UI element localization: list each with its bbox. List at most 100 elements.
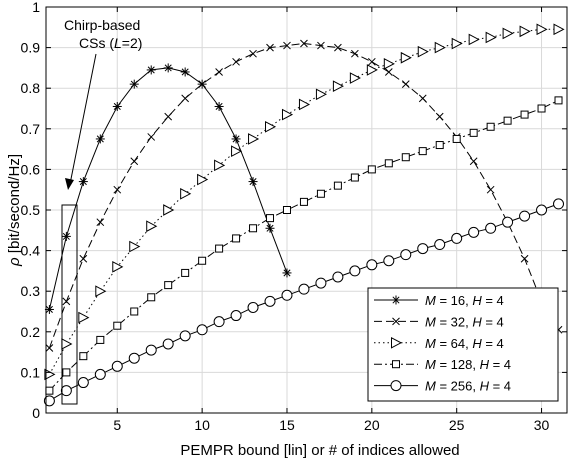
data-point xyxy=(333,181,342,190)
data-point xyxy=(554,96,563,105)
data-point xyxy=(366,64,378,76)
annotation: Chirp-based CSs (L=2) xyxy=(61,17,142,405)
data-point xyxy=(198,80,206,88)
x-tick-label: 10 xyxy=(194,417,210,433)
data-point xyxy=(400,51,412,64)
data-point xyxy=(519,210,531,222)
data-point xyxy=(95,134,105,144)
y-tick-label: 0.4 xyxy=(21,243,41,259)
data-point xyxy=(128,352,140,364)
series-line xyxy=(48,67,288,310)
data-point xyxy=(485,31,497,44)
data-point xyxy=(180,67,190,77)
data-point xyxy=(113,321,122,330)
data-point xyxy=(197,173,209,186)
data-point xyxy=(537,104,546,113)
data-point xyxy=(468,226,480,238)
data-point xyxy=(113,185,122,194)
y-tick-label: 0.2 xyxy=(21,324,41,340)
data-point xyxy=(96,218,105,227)
data-point xyxy=(266,43,274,52)
data-point xyxy=(332,271,344,283)
data-point xyxy=(266,214,275,223)
data-point xyxy=(367,57,376,66)
legend-marker xyxy=(391,295,401,305)
y-tick-label: 0.9 xyxy=(21,40,41,56)
data-point xyxy=(164,112,173,121)
data-point xyxy=(62,368,71,377)
data-point xyxy=(181,94,190,103)
data-point xyxy=(553,23,565,36)
data-point xyxy=(179,330,191,342)
legend-marker xyxy=(391,336,403,349)
annotation-box xyxy=(61,204,78,405)
data-point xyxy=(502,216,514,228)
legend-entry: M = 128, H = 4 xyxy=(374,357,511,372)
axis-ticks: 5 10 15 20 25 30 0 0.1 0.2 0.3 0.4 0.5 0.6 0.7 0.8 0.9 1 xyxy=(21,0,567,433)
data-point xyxy=(485,222,497,234)
y-tick-label: 0.1 xyxy=(21,364,41,380)
data-point xyxy=(94,368,106,380)
data-point xyxy=(111,360,123,372)
y-tick-label: 0.3 xyxy=(21,283,41,299)
data-point xyxy=(230,310,242,322)
data-point xyxy=(349,72,361,84)
data-point xyxy=(215,244,224,253)
data-point xyxy=(61,338,73,350)
legend-entry: M = 256, H = 4 xyxy=(374,379,511,394)
x-axis-label: PEMPR bound [lin] or # of indices allowe… xyxy=(180,442,459,459)
data-point xyxy=(418,94,427,103)
data-point xyxy=(281,289,293,301)
data-point xyxy=(196,324,208,336)
data-point xyxy=(231,145,243,157)
data-point xyxy=(384,159,393,168)
data-point xyxy=(503,116,512,125)
data-point xyxy=(536,23,548,36)
data-point xyxy=(520,110,529,119)
data-point xyxy=(43,395,55,407)
data-point xyxy=(299,197,308,206)
data-point xyxy=(77,377,89,389)
data-point xyxy=(146,220,158,233)
data-point xyxy=(248,177,258,187)
data-point xyxy=(96,335,105,344)
data-point xyxy=(215,68,223,76)
data-point xyxy=(265,120,277,133)
annotation-line2: CSs (L=2) xyxy=(79,35,142,51)
data-point xyxy=(78,311,90,324)
data-point xyxy=(163,204,175,216)
legend-entry: M = 16, H = 4 xyxy=(374,293,504,308)
data-point xyxy=(145,344,157,356)
data-point xyxy=(553,198,565,210)
data-point xyxy=(383,58,395,70)
data-point xyxy=(62,297,71,306)
data-point xyxy=(180,187,192,200)
legend: M = 16, H = 4 M = 32, H = 4 M = 64, H = 4 M… xyxy=(367,287,559,402)
data-point xyxy=(300,39,308,48)
data-point xyxy=(164,281,173,290)
y-axis-label: ρ [bit/second/Hz] xyxy=(6,154,23,267)
data-point xyxy=(315,277,327,289)
data-point xyxy=(401,80,410,88)
data-point xyxy=(383,255,395,267)
data-point xyxy=(282,268,292,278)
y-tick-label: 0 xyxy=(32,405,40,421)
annotation-arrow xyxy=(69,53,97,185)
data-point xyxy=(232,57,240,66)
x-tick-label: 20 xyxy=(364,417,380,433)
data-point xyxy=(281,108,294,121)
data-point xyxy=(417,45,429,58)
data-point xyxy=(434,41,446,54)
data-point xyxy=(249,49,257,58)
y-tick-label: 0.7 xyxy=(21,121,41,137)
legend-label: M = 64, H = 4 xyxy=(425,336,504,351)
data-point xyxy=(366,259,378,271)
data-point xyxy=(435,141,444,150)
data-point xyxy=(213,316,225,328)
data-point xyxy=(469,128,478,137)
legend-label: M = 16, H = 4 xyxy=(425,293,504,308)
data-point xyxy=(298,283,310,295)
y-tick-label: 0.6 xyxy=(21,161,41,177)
series-1 xyxy=(44,63,292,314)
data-point xyxy=(334,43,342,52)
